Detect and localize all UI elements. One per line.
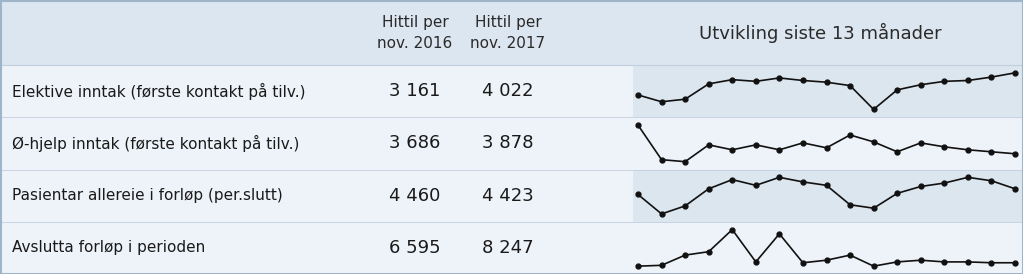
Text: 3 161: 3 161: [390, 82, 441, 100]
Bar: [0, 0, 1023, 65]
Text: Utvikling siste 13 månader: Utvikling siste 13 månader: [699, 22, 941, 42]
Bar: [633, 170, 1023, 222]
Text: 4 460: 4 460: [390, 187, 441, 205]
Text: 6 595: 6 595: [389, 239, 441, 257]
Bar: [633, 222, 1023, 274]
Bar: [633, 117, 1023, 170]
Text: 8 247: 8 247: [482, 239, 534, 257]
Text: 3 878: 3 878: [482, 134, 534, 152]
Text: Hittil per
nov. 2017: Hittil per nov. 2017: [471, 15, 545, 50]
Text: 4 022: 4 022: [482, 82, 534, 100]
Text: Hittil per
nov. 2016: Hittil per nov. 2016: [377, 15, 452, 50]
Text: Pasientar allereie i forløp (per.slutt): Pasientar allereie i forløp (per.slutt): [12, 188, 282, 203]
Text: 4 423: 4 423: [482, 187, 534, 205]
Text: Avslutta forløp i perioden: Avslutta forløp i perioden: [12, 240, 206, 255]
Text: 3 686: 3 686: [390, 134, 441, 152]
Text: Ø-hjelp inntak (første kontakt på tilv.): Ø-hjelp inntak (første kontakt på tilv.): [12, 135, 300, 152]
Text: Elektive inntak (første kontakt på tilv.): Elektive inntak (første kontakt på tilv.…: [12, 83, 306, 100]
Bar: [633, 65, 1023, 117]
